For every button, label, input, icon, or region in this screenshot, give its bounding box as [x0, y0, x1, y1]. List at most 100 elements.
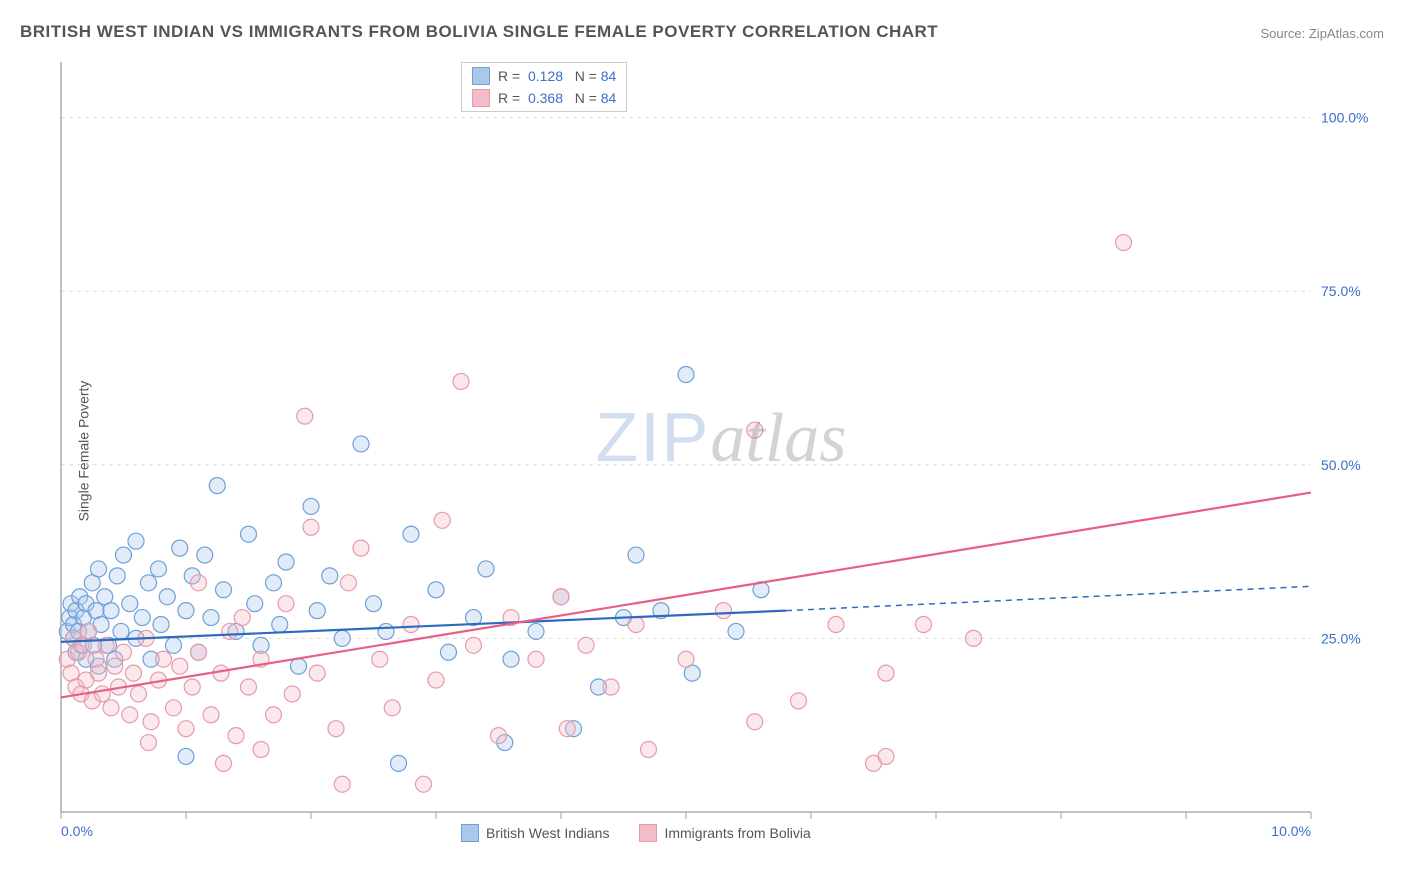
- data-point: [203, 610, 219, 626]
- data-point: [578, 637, 594, 653]
- scatter-svg: 25.0%50.0%75.0%100.0%0.0%10.0%: [56, 60, 1386, 847]
- data-point: [728, 623, 744, 639]
- data-point: [191, 575, 207, 591]
- data-point: [241, 679, 257, 695]
- data-point: [309, 665, 325, 681]
- data-point: [178, 721, 194, 737]
- data-point: [428, 582, 444, 598]
- data-point: [172, 658, 188, 674]
- data-point: [107, 658, 123, 674]
- correlation-legend: R = 0.128 N = 84 R = 0.368 N = 84: [461, 62, 627, 112]
- data-point: [416, 776, 432, 792]
- data-point: [391, 755, 407, 771]
- data-point: [131, 686, 147, 702]
- svg-text:10.0%: 10.0%: [1271, 823, 1311, 839]
- data-point: [216, 582, 232, 598]
- data-point: [103, 603, 119, 619]
- data-point: [159, 589, 175, 605]
- data-point: [328, 721, 344, 737]
- data-point: [403, 617, 419, 633]
- legend-item: British West Indians: [461, 824, 609, 842]
- trend-line-extrapolated: [786, 586, 1311, 610]
- data-point: [216, 755, 232, 771]
- data-point: [322, 568, 338, 584]
- data-point: [334, 776, 350, 792]
- data-point: [247, 596, 263, 612]
- chart-title: BRITISH WEST INDIAN VS IMMIGRANTS FROM B…: [20, 22, 938, 42]
- data-point: [678, 651, 694, 667]
- source-link[interactable]: ZipAtlas.com: [1309, 26, 1384, 41]
- data-point: [341, 575, 357, 591]
- data-point: [91, 665, 107, 681]
- data-point: [122, 707, 138, 723]
- data-point: [403, 526, 419, 542]
- data-point: [334, 630, 350, 646]
- data-point: [81, 623, 97, 639]
- data-point: [878, 665, 894, 681]
- corr-legend-row: R = 0.128 N = 84: [462, 65, 626, 87]
- data-point: [143, 714, 159, 730]
- data-point: [791, 693, 807, 709]
- data-point: [209, 478, 225, 494]
- data-point: [116, 644, 132, 660]
- data-point: [184, 679, 200, 695]
- data-point: [91, 561, 107, 577]
- data-point: [166, 637, 182, 653]
- data-point: [553, 589, 569, 605]
- data-point: [126, 665, 142, 681]
- data-point: [156, 651, 172, 667]
- data-point: [641, 742, 657, 758]
- chart-area: Single Female Poverty 25.0%50.0%75.0%100…: [18, 55, 1390, 847]
- data-point: [309, 603, 325, 619]
- data-point: [141, 575, 157, 591]
- data-point: [191, 644, 207, 660]
- legend-label: Immigrants from Bolivia: [664, 825, 810, 841]
- legend-swatch: [639, 824, 657, 842]
- data-point: [303, 519, 319, 535]
- data-point: [384, 700, 400, 716]
- data-point: [434, 512, 450, 528]
- data-point: [113, 623, 129, 639]
- corr-legend-row: R = 0.368 N = 84: [462, 87, 626, 109]
- data-point: [747, 422, 763, 438]
- data-point: [151, 561, 167, 577]
- data-point: [378, 623, 394, 639]
- data-point: [303, 498, 319, 514]
- series-legend: British West Indians Immigrants from Boli…: [461, 824, 811, 842]
- source-attribution: Source: ZipAtlas.com: [1260, 26, 1384, 41]
- svg-text:75.0%: 75.0%: [1321, 283, 1361, 299]
- data-point: [678, 367, 694, 383]
- data-point: [528, 623, 544, 639]
- data-point: [141, 735, 157, 751]
- data-point: [828, 617, 844, 633]
- data-point: [109, 568, 125, 584]
- data-point: [203, 707, 219, 723]
- corr-text: R = 0.368 N = 84: [498, 90, 616, 106]
- data-point: [478, 561, 494, 577]
- data-point: [128, 533, 144, 549]
- data-point: [716, 603, 732, 619]
- data-point: [603, 679, 619, 695]
- data-point: [297, 408, 313, 424]
- data-point: [284, 686, 300, 702]
- svg-text:25.0%: 25.0%: [1321, 630, 1361, 646]
- data-point: [1116, 235, 1132, 251]
- legend-swatch: [472, 89, 490, 107]
- data-point: [878, 748, 894, 764]
- legend-item: Immigrants from Bolivia: [639, 824, 810, 842]
- data-point: [103, 700, 119, 716]
- data-point: [466, 637, 482, 653]
- svg-text:0.0%: 0.0%: [61, 823, 93, 839]
- data-point: [178, 603, 194, 619]
- plot-region: 25.0%50.0%75.0%100.0%0.0%10.0% ZIPatlas …: [56, 60, 1386, 847]
- legend-swatch: [472, 67, 490, 85]
- data-point: [266, 575, 282, 591]
- data-point: [353, 436, 369, 452]
- svg-text:100.0%: 100.0%: [1321, 110, 1368, 126]
- legend-label: British West Indians: [486, 825, 609, 841]
- data-point: [503, 651, 519, 667]
- data-point: [966, 630, 982, 646]
- data-point: [747, 714, 763, 730]
- data-point: [134, 610, 150, 626]
- corr-text: R = 0.128 N = 84: [498, 68, 616, 84]
